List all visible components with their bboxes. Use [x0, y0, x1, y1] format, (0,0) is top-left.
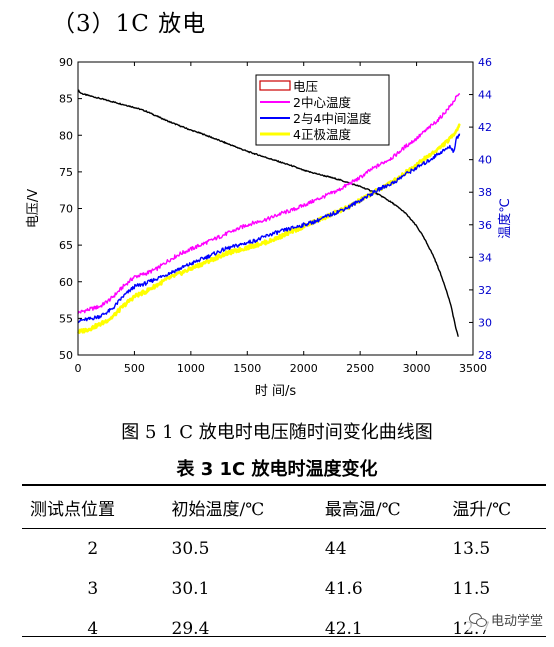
- y-tick-label: 55: [59, 312, 73, 325]
- cell-position: 3: [87, 579, 99, 599]
- y-tick-label: 50: [59, 349, 73, 362]
- cell-max-temp: 42.1: [324, 619, 363, 639]
- cell-max-temp: 41.6: [324, 579, 363, 599]
- cell-position: 2: [87, 539, 99, 559]
- table-header-row: 测试点位置 初始温度/℃ 最高温/℃ 温升/℃: [22, 484, 546, 529]
- series-line-3: [77, 123, 461, 334]
- x-tick-label: 2000: [290, 362, 318, 375]
- series-line-1: [77, 93, 461, 315]
- cell-temp-rise: 13.5: [452, 539, 491, 559]
- cell-initial-temp: 30.1: [171, 579, 210, 599]
- y-tick-label: 90: [59, 56, 73, 69]
- x-axis-label: 时 间/s: [255, 384, 297, 399]
- y2-tick-label: 32: [478, 284, 492, 297]
- y2-axis-label: 温度℃: [497, 198, 513, 239]
- x-tick-label: 500: [124, 362, 145, 375]
- y-tick-label: 80: [59, 129, 73, 142]
- header-position: 测试点位置: [22, 484, 164, 529]
- header-temp-rise: 温升/℃: [444, 484, 546, 529]
- section-heading: （3）1C 放电: [52, 11, 207, 37]
- y2-tick-label: 40: [478, 154, 492, 167]
- figure-caption: 图 5 1 C 放电时电压随时间变化曲线图: [121, 422, 433, 443]
- table-bottom-rule: [22, 636, 546, 637]
- legend-label: 2与4中间温度: [293, 111, 372, 126]
- cell-temp-rise: 11.5: [452, 579, 491, 599]
- y2-tick-label: 28: [478, 349, 492, 362]
- legend-label: 电压: [293, 79, 318, 94]
- y-tick-label: 65: [59, 239, 73, 252]
- y-tick-label: 70: [59, 203, 73, 216]
- y2-tick-label: 36: [478, 219, 492, 232]
- x-tick-label: 0: [75, 362, 82, 375]
- series-line-0: [77, 89, 459, 337]
- cell-max-temp: 44: [324, 539, 347, 559]
- table-title: 表 3 1C 放电时温度变化: [176, 459, 378, 480]
- x-tick-label: 3000: [403, 362, 431, 375]
- voltage-temperature-chart: 0 500 1000 1500 2000 2500 3000 3500 50 55 60 65 70 75…: [26, 56, 513, 399]
- temperature-table: 测试点位置 初始温度/℃ 最高温/℃ 温升/℃ 2 30.5 44 13.5 3…: [22, 484, 546, 647]
- legend-label: 2中心温度: [293, 95, 351, 110]
- x-tick-label: 1500: [233, 362, 261, 375]
- y2-tick-label: 30: [478, 316, 492, 329]
- y2-tick-label: 46: [478, 56, 492, 69]
- y-tick-label: 85: [59, 93, 73, 106]
- x-tick-label: 3500: [459, 362, 487, 375]
- y2-tick-label: 42: [478, 121, 492, 134]
- series-line-2: [77, 133, 461, 324]
- cell-initial-temp: 30.5: [171, 539, 210, 559]
- legend-label: 4正极温度: [293, 127, 351, 142]
- y-tick-label: 60: [59, 276, 73, 289]
- wechat-icon: [468, 612, 487, 627]
- y2-tick-label: 34: [478, 251, 492, 264]
- watermark-text: 电动学堂: [490, 614, 543, 629]
- x-tick-label: 1000: [177, 362, 205, 375]
- table-row: 2 30.5 44 13.5: [22, 529, 546, 570]
- header-max-temp: 最高温/℃: [316, 484, 445, 529]
- x-tick-label: 2500: [346, 362, 374, 375]
- cell-initial-temp: 29.4: [171, 619, 210, 639]
- cell-position: 4: [87, 619, 99, 639]
- watermark: 电动学堂: [465, 609, 546, 630]
- y2-tick-label: 44: [478, 89, 492, 102]
- y-tick-label: 75: [59, 166, 73, 179]
- y2-tick-label: 38: [478, 186, 492, 199]
- legend-swatch: [259, 80, 291, 91]
- y-axis-label: 电压/V: [26, 189, 41, 228]
- table-row: 3 30.1 41.6 11.5: [22, 569, 546, 609]
- header-initial-temp: 初始温度/℃: [163, 484, 317, 529]
